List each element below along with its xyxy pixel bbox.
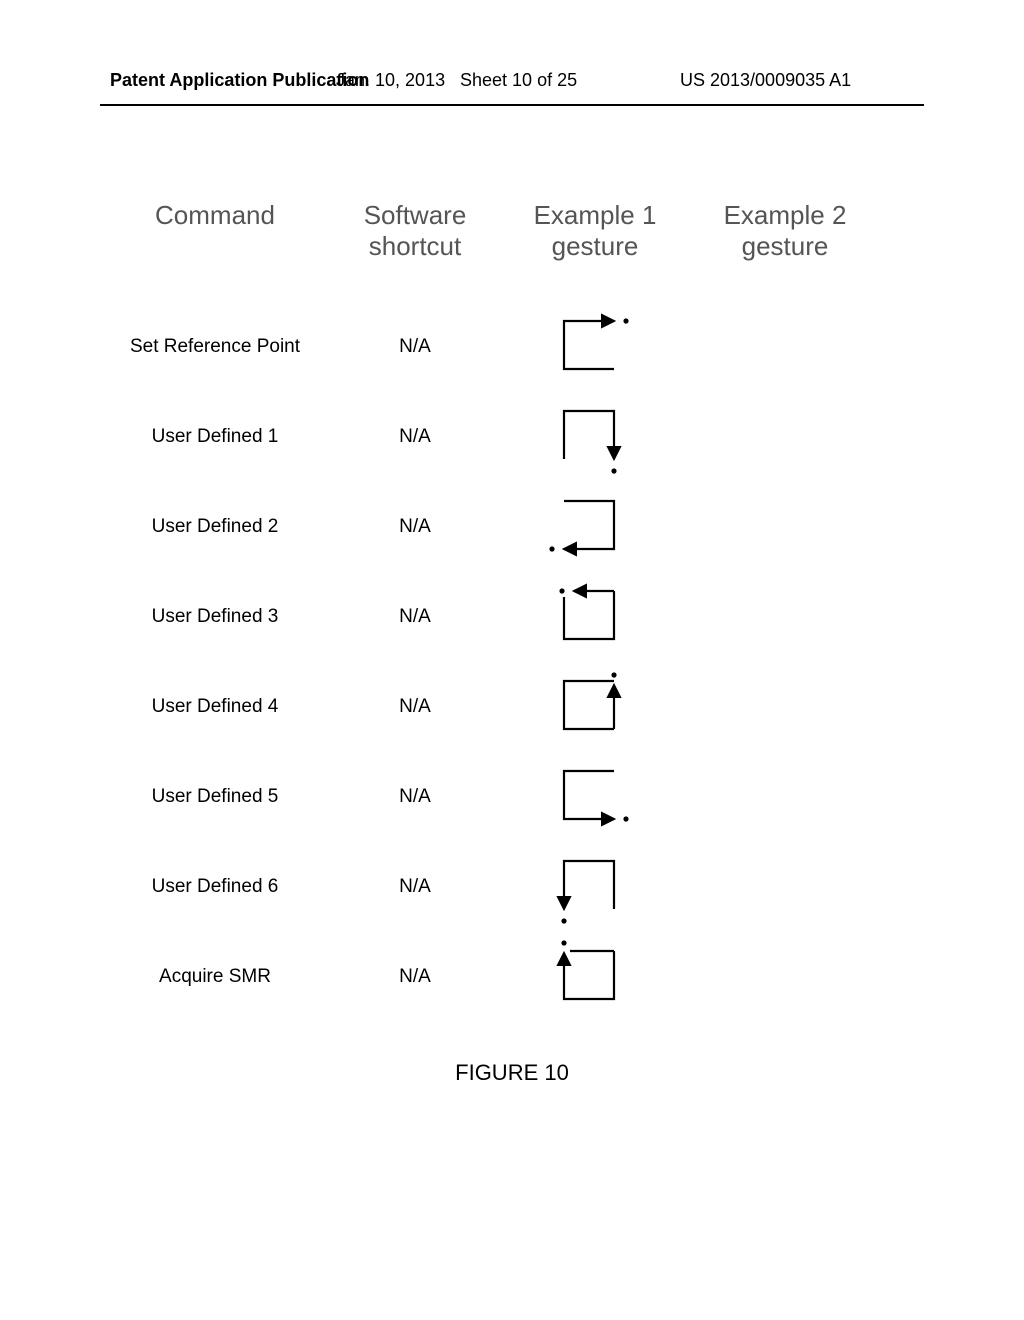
command-cell: User Defined 6 [100, 876, 330, 898]
col-header-ex1-l1: Example 1 [500, 200, 690, 231]
gesture-icon [550, 851, 640, 923]
col-header-ex2-l2: gesture [690, 231, 880, 262]
table-row: User Defined 6N/A [100, 842, 924, 932]
col-header-command-l1: Command [100, 200, 330, 231]
col-header-ex2-l1: Example 2 [690, 200, 880, 231]
col-header-ex1-l2: gesture [500, 231, 690, 262]
header-pubno: US 2013/0009035 A1 [680, 70, 851, 91]
gesture-icon [550, 401, 640, 473]
gesture-icon [550, 491, 640, 563]
col-header-ex2: Example 2 gesture [690, 200, 880, 262]
header-date: Jan. 10, 2013 [336, 70, 445, 91]
gesture-icon [550, 941, 640, 1013]
command-cell: Acquire SMR [100, 966, 330, 988]
shortcut-cell: N/A [330, 426, 500, 448]
header-sheet: Sheet 10 of 25 [460, 70, 577, 91]
shortcut-cell: N/A [330, 966, 500, 988]
gesture-cell-ex1 [500, 851, 690, 923]
gesture-icon [550, 581, 640, 653]
command-cell: User Defined 1 [100, 426, 330, 448]
content-area: Command Software shortcut Example 1 gest… [100, 200, 924, 1022]
table-row: User Defined 1N/A [100, 392, 924, 482]
shortcut-cell: N/A [330, 876, 500, 898]
gesture-icon [550, 761, 640, 833]
gesture-icon [550, 671, 640, 743]
table-row: User Defined 3N/A [100, 572, 924, 662]
shortcut-cell: N/A [330, 336, 500, 358]
gesture-cell-ex1 [500, 671, 690, 743]
gesture-table: Set Reference PointN/AUser Defined 1N/AU… [100, 302, 924, 1022]
gesture-cell-ex1 [500, 761, 690, 833]
shortcut-cell: N/A [330, 786, 500, 808]
command-cell: User Defined 3 [100, 606, 330, 628]
shortcut-cell: N/A [330, 606, 500, 628]
gesture-cell-ex1 [500, 581, 690, 653]
command-cell: User Defined 4 [100, 696, 330, 718]
gesture-cell-ex1 [500, 941, 690, 1013]
header-left: Patent Application Publication [110, 70, 369, 91]
table-row: User Defined 2N/A [100, 482, 924, 572]
shortcut-cell: N/A [330, 696, 500, 718]
shortcut-cell: N/A [330, 516, 500, 538]
col-header-shortcut-l1: Software [330, 200, 500, 231]
table-row: User Defined 4N/A [100, 662, 924, 752]
table-row: Acquire SMRN/A [100, 932, 924, 1022]
table-row: User Defined 5N/A [100, 752, 924, 842]
header-rule [100, 104, 924, 106]
col-header-shortcut-l2: shortcut [330, 231, 500, 262]
column-headers: Command Software shortcut Example 1 gest… [100, 200, 924, 262]
gesture-cell-ex1 [500, 311, 690, 383]
gesture-icon [550, 311, 640, 383]
col-header-command: Command [100, 200, 330, 262]
table-row: Set Reference PointN/A [100, 302, 924, 392]
col-header-shortcut: Software shortcut [330, 200, 500, 262]
command-cell: Set Reference Point [100, 336, 330, 358]
gesture-cell-ex1 [500, 401, 690, 473]
gesture-cell-ex1 [500, 491, 690, 563]
command-cell: User Defined 5 [100, 786, 330, 808]
col-header-ex1: Example 1 gesture [500, 200, 690, 262]
figure-label: FIGURE 10 [0, 1060, 1024, 1086]
command-cell: User Defined 2 [100, 516, 330, 538]
